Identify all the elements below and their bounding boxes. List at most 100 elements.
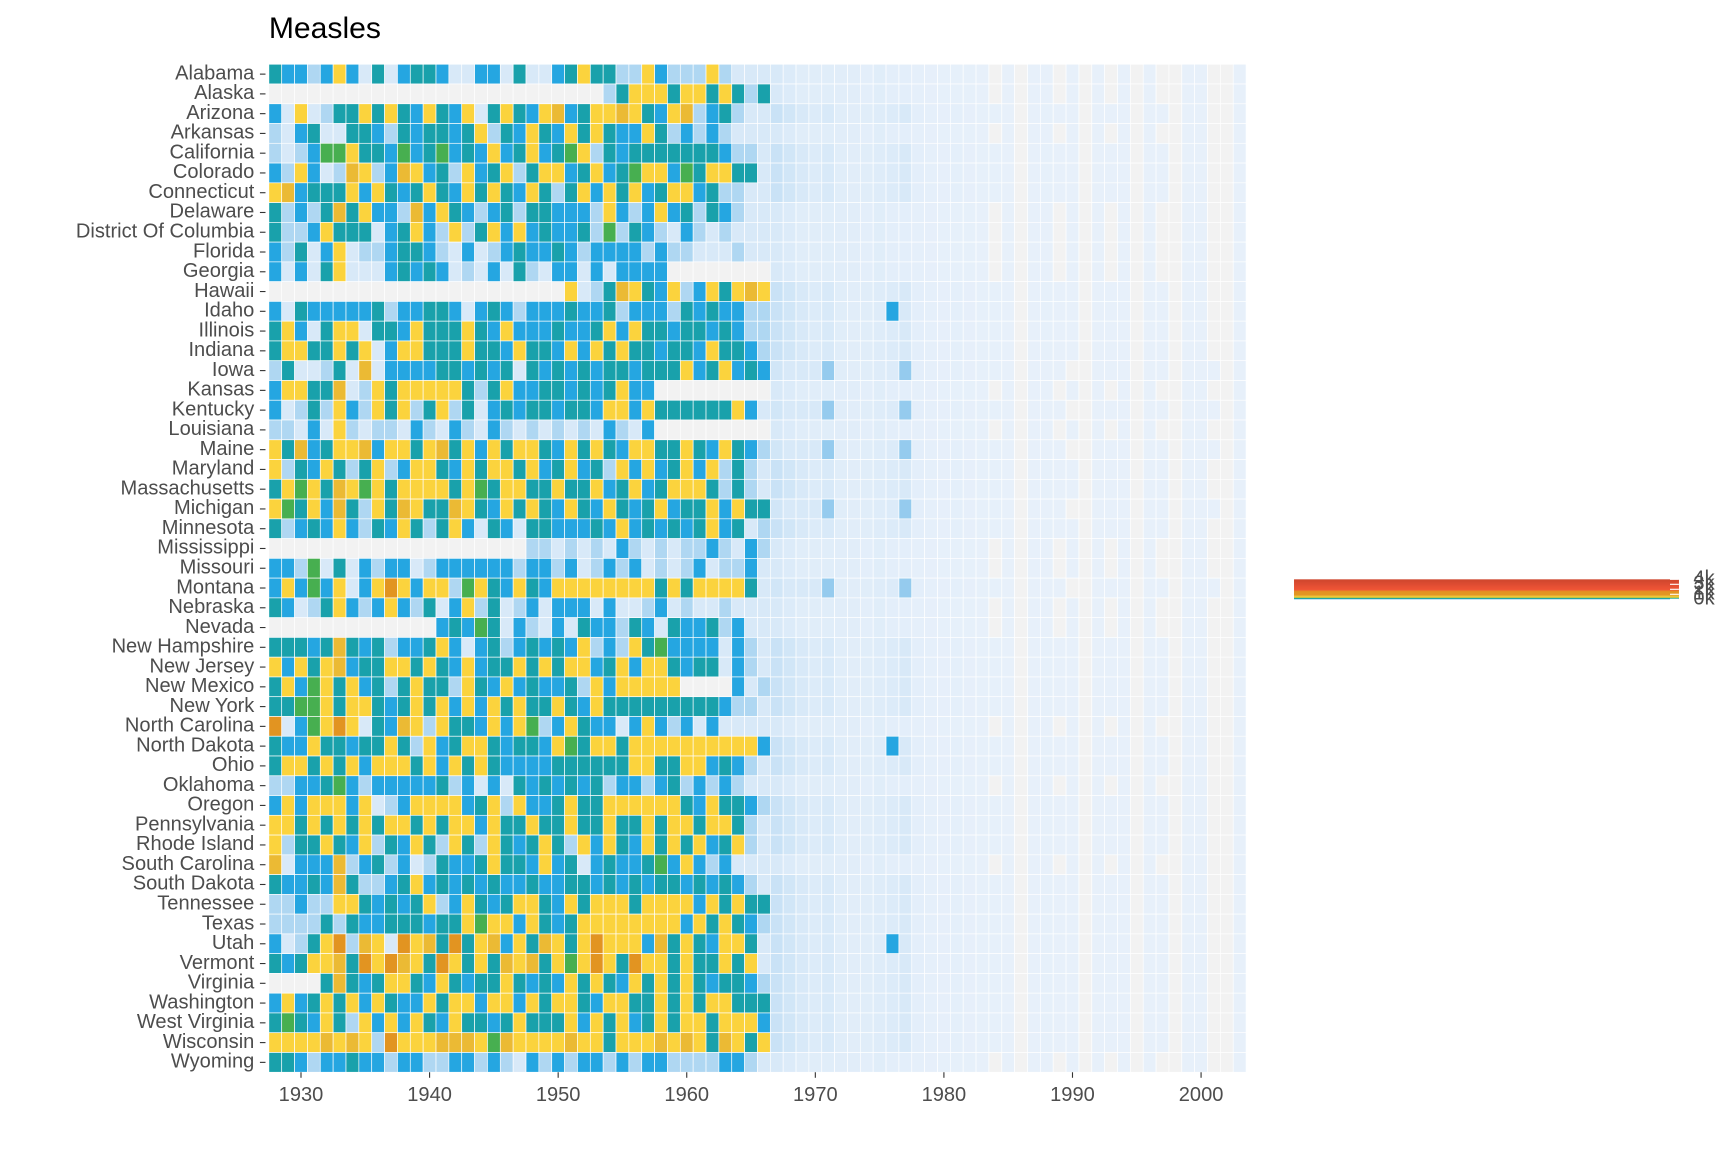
heat-cell (319, 478, 334, 500)
heat-cell (885, 123, 900, 144)
na-cell (744, 261, 758, 282)
heat-cell (705, 577, 720, 599)
heat-cell (319, 340, 334, 362)
heat-cell (615, 637, 630, 658)
heat-cell (589, 360, 604, 381)
na-cell (1130, 63, 1144, 85)
heat-cell (268, 439, 283, 460)
heat-cell (718, 281, 733, 302)
heat-cell (821, 281, 835, 302)
heat-cell (744, 123, 758, 144)
heat-cell (294, 419, 308, 441)
heat-cell (757, 1052, 771, 1073)
heat-cell (950, 459, 964, 480)
heat-cell (1232, 222, 1247, 243)
heat-cell (885, 973, 900, 994)
y-tick-label: Louisiana (168, 418, 255, 440)
heat-cell (307, 854, 321, 875)
heat-cell (1142, 340, 1157, 362)
heat-cell (551, 894, 565, 915)
heat-cell (988, 360, 1003, 381)
heat-cell (988, 874, 1003, 895)
heat-cell (808, 696, 823, 717)
heat-cell (782, 1032, 797, 1053)
heat-cell (551, 222, 565, 243)
heat-cell (409, 795, 424, 816)
heat-cell (1207, 360, 1221, 381)
heat-cell (1091, 182, 1105, 203)
na-cell (1052, 1052, 1067, 1073)
heat-cell (1142, 478, 1157, 500)
heat-cell (641, 182, 655, 203)
heat-cell (744, 360, 758, 381)
heat-cell (898, 63, 913, 85)
heat-cell (834, 162, 848, 184)
heat-cell (937, 399, 951, 421)
heat-cell (731, 182, 745, 203)
heat-cell (358, 854, 373, 875)
heat-cell (358, 656, 373, 678)
heat-cell (1142, 854, 1157, 875)
heat-cell (731, 103, 745, 124)
heat-cell (898, 103, 913, 124)
na-cell (1220, 834, 1234, 856)
heat-cell (448, 261, 463, 282)
heat-cell (1104, 814, 1118, 836)
heat-cell (782, 656, 797, 678)
heat-cell (435, 992, 450, 1014)
heat-cell (589, 795, 604, 816)
heat-cell (615, 281, 630, 302)
na-cell (1014, 320, 1028, 342)
heat-cell (1117, 459, 1131, 480)
heat-cell (898, 617, 913, 638)
heat-cell (409, 834, 424, 856)
heat-cell (885, 1032, 900, 1053)
heat-cell (577, 340, 591, 362)
heat-cell (1091, 419, 1105, 441)
heat-cell (371, 1012, 385, 1034)
heat-cell (782, 103, 797, 124)
heat-cell (371, 142, 385, 164)
heat-cell (667, 538, 681, 559)
na-cell (1168, 854, 1183, 875)
heat-cell (589, 1052, 604, 1073)
heat-cell (1117, 142, 1131, 164)
heat-cell (448, 953, 463, 974)
na-cell (1104, 419, 1118, 441)
heat-cell (307, 795, 321, 816)
heat-cell (1052, 637, 1067, 658)
na-cell (294, 538, 308, 559)
heat-cell (474, 301, 488, 322)
heat-cell (1155, 281, 1170, 302)
heat-cell (564, 834, 578, 856)
heat-cell (834, 538, 848, 559)
heat-cell (358, 1032, 373, 1053)
heat-cell (872, 597, 887, 618)
heat-cell (808, 617, 823, 638)
heat-cell (911, 538, 925, 559)
heat-cell (1194, 202, 1208, 223)
heat-cell (448, 439, 463, 460)
heat-cell (397, 518, 411, 539)
heat-cell (1181, 992, 1195, 1014)
na-cell (499, 83, 514, 105)
heat-cell (950, 814, 964, 836)
heat-cell (332, 301, 347, 322)
heat-cell (564, 241, 578, 263)
heat-cell (808, 953, 823, 974)
heat-cell (808, 716, 823, 737)
heat-cell (950, 656, 964, 678)
heat-cell (744, 834, 758, 856)
na-cell (294, 973, 308, 994)
heat-cell (1117, 83, 1131, 105)
heat-cell (718, 854, 733, 875)
heat-cell (499, 854, 514, 875)
na-cell (307, 973, 321, 994)
na-cell (397, 83, 411, 105)
heat-cell (679, 735, 694, 757)
heat-cell (538, 617, 553, 638)
heat-cell (371, 973, 385, 994)
heat-cell (525, 419, 540, 441)
heat-cell (744, 281, 758, 302)
heat-cell (1027, 261, 1041, 282)
